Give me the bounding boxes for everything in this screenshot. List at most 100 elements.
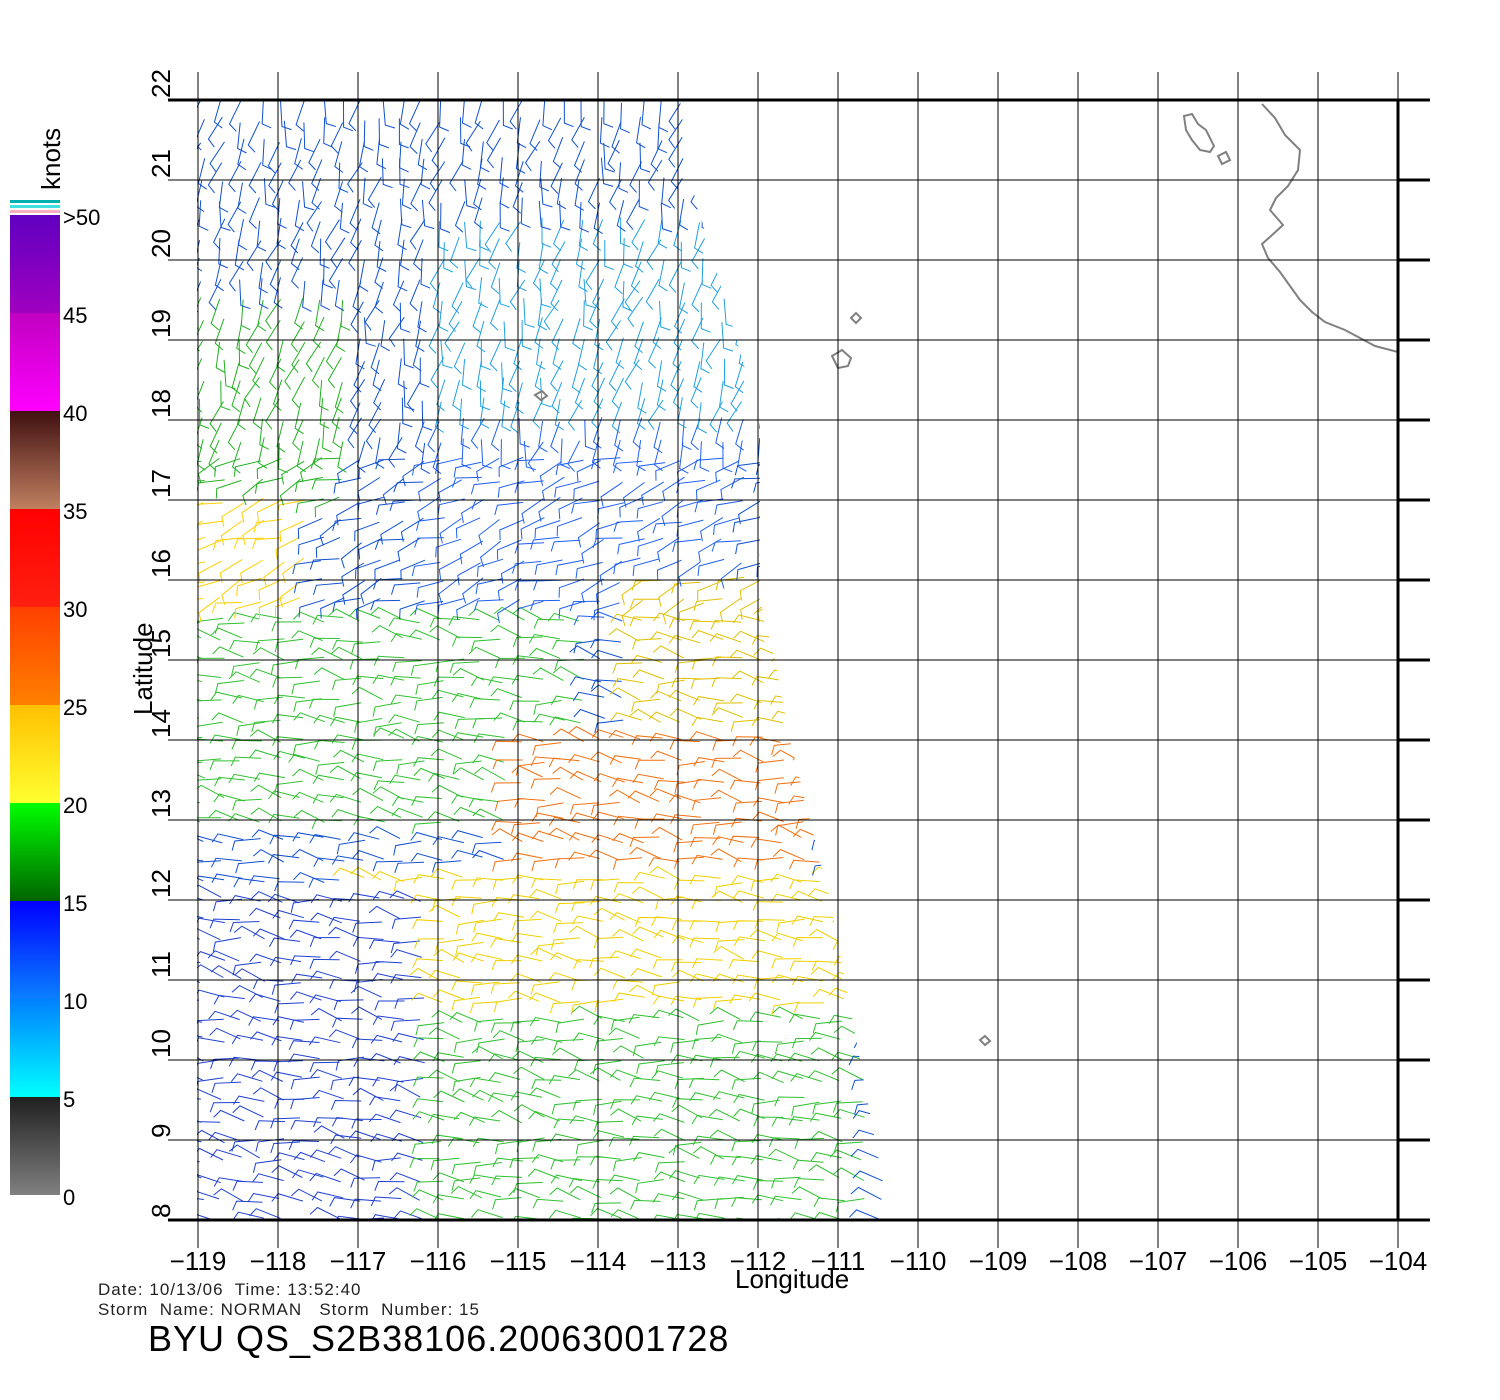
wind-barb xyxy=(470,953,503,963)
wind-barb xyxy=(735,538,763,555)
wind-barb xyxy=(306,201,322,232)
wind-barb xyxy=(355,338,365,370)
wind-barb xyxy=(578,260,588,293)
wind-barb xyxy=(581,538,604,564)
wind-barb xyxy=(210,627,243,639)
wind-barb xyxy=(420,158,431,190)
wind-barb xyxy=(807,1070,840,1082)
wind-barb xyxy=(231,380,241,413)
wind-barb xyxy=(175,219,185,250)
wind-barb xyxy=(229,639,261,650)
wind-barb xyxy=(305,341,322,373)
wind-barb xyxy=(531,1079,562,1090)
wind-barb xyxy=(332,677,362,691)
wind-barb xyxy=(197,1058,223,1074)
wind-barb xyxy=(832,1101,863,1113)
wind-barb xyxy=(308,698,340,709)
wind-barb xyxy=(473,1162,502,1176)
wind-barb xyxy=(549,259,561,291)
wind-barb xyxy=(208,1010,240,1021)
wind-barb xyxy=(240,559,264,583)
wind-barb xyxy=(530,778,561,789)
wind-barb xyxy=(218,181,229,213)
wind-barb xyxy=(410,992,443,1003)
wind-barb xyxy=(183,323,194,352)
wind-barb xyxy=(477,158,487,190)
wind-barb xyxy=(629,161,643,193)
wind-barb xyxy=(214,318,225,351)
wind-barb xyxy=(731,1040,761,1054)
wind-barb xyxy=(533,700,562,715)
wind-barb xyxy=(290,321,305,353)
wind-barb xyxy=(415,1022,445,1036)
wind-barb xyxy=(368,939,400,950)
wind-barb xyxy=(632,773,664,784)
wind-barb xyxy=(555,459,584,476)
wind-barb xyxy=(178,159,187,190)
wind-barb xyxy=(820,217,831,249)
wind-barb xyxy=(213,100,223,129)
wind-barb xyxy=(470,481,500,495)
wind-barb xyxy=(811,684,843,699)
wind-barb xyxy=(630,261,642,293)
wind-barb xyxy=(775,821,804,836)
wind-barb xyxy=(293,698,322,712)
wind-barb xyxy=(737,440,747,472)
wind-barb xyxy=(270,1071,303,1081)
wind-barb xyxy=(758,342,769,373)
wind-barb xyxy=(590,878,620,891)
wind-barb xyxy=(268,937,301,948)
wind-barb xyxy=(612,832,644,844)
wind-barb xyxy=(209,401,224,432)
wind-barb xyxy=(697,558,725,576)
wind-barb xyxy=(274,638,304,653)
wind-barb xyxy=(852,750,884,764)
wind-barb xyxy=(852,1170,884,1182)
wind-barb xyxy=(691,797,722,811)
wind-barb xyxy=(251,829,284,840)
wind-barb xyxy=(653,1171,686,1183)
legend-tick-label: 10 xyxy=(63,989,87,1014)
wind-barb xyxy=(150,779,180,788)
wind-barb xyxy=(751,950,784,959)
wind-barb xyxy=(592,278,605,311)
wind-barb xyxy=(309,834,341,844)
wind-barb xyxy=(272,736,304,746)
wind-barb xyxy=(496,539,522,560)
wind-barb xyxy=(619,496,644,518)
wind-barb xyxy=(399,100,410,130)
wind-barb xyxy=(608,1027,640,1039)
wind-barb xyxy=(788,1013,821,1023)
wind-barb xyxy=(410,831,442,841)
wind-barb xyxy=(233,460,262,477)
wind-barb xyxy=(272,379,283,411)
wind-barb xyxy=(512,636,543,648)
wind-barb xyxy=(371,960,403,971)
wind-barb xyxy=(678,282,689,314)
wind-barb xyxy=(372,359,382,392)
wind-barb xyxy=(208,1131,240,1142)
wind-barb xyxy=(708,199,724,230)
wind-barb xyxy=(334,141,344,173)
wind-barb xyxy=(382,100,396,129)
island-revillagigedo-north xyxy=(1182,112,1216,154)
wind-barb xyxy=(529,888,561,900)
wind-barb xyxy=(451,692,484,703)
lat-tick-label: 20 xyxy=(146,229,176,258)
wind-barb xyxy=(805,182,821,214)
wind-barb xyxy=(471,1209,503,1219)
wind-barb xyxy=(313,438,323,470)
wind-barb xyxy=(807,888,840,899)
wind-barb xyxy=(829,1149,862,1161)
wind-barb xyxy=(270,1141,300,1154)
wind-barb xyxy=(812,1020,842,1034)
wind-barb xyxy=(429,260,444,292)
wind-barb xyxy=(552,728,584,743)
wind-barb xyxy=(430,1157,460,1171)
wind-barb xyxy=(622,482,645,508)
wind-barb xyxy=(740,596,764,620)
wind-barb xyxy=(581,578,604,604)
wind-barb xyxy=(748,992,781,1002)
wind-barb xyxy=(401,397,413,428)
wind-barb xyxy=(411,1189,444,1201)
